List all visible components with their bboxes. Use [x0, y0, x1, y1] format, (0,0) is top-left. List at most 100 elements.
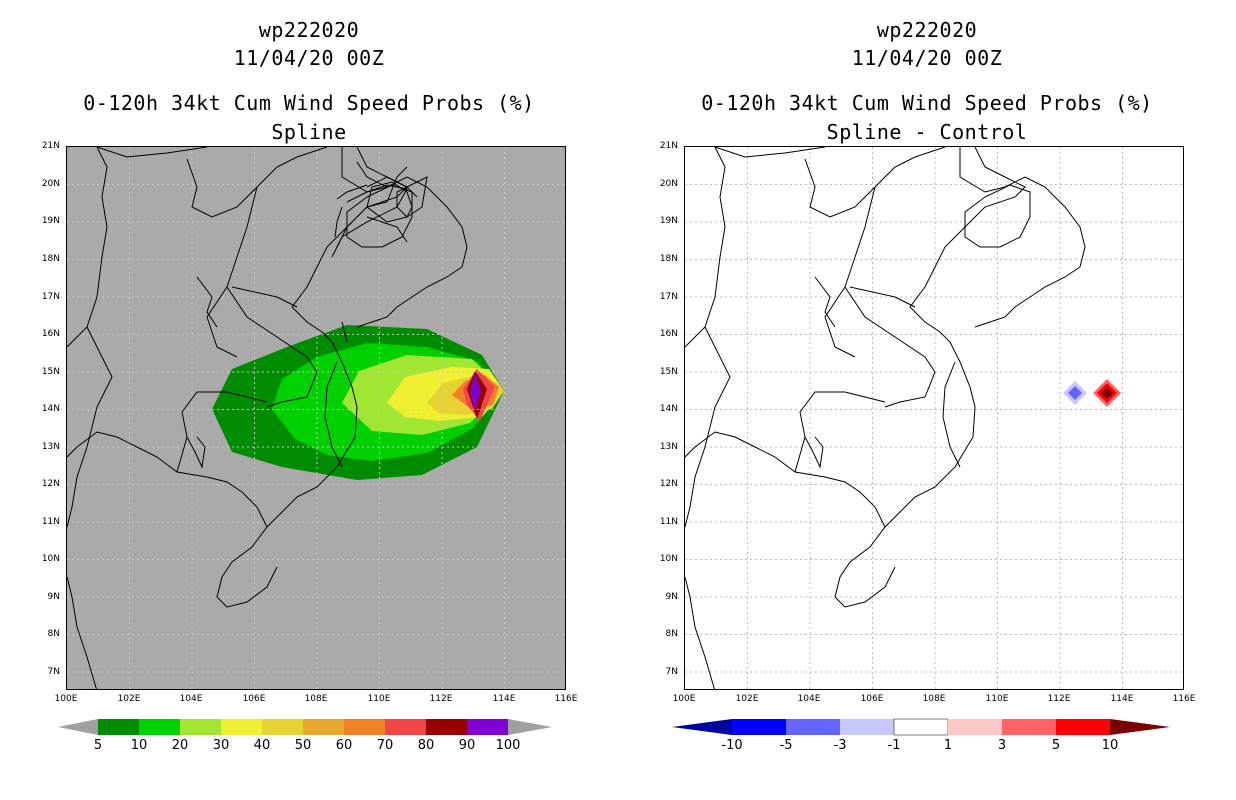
lat-label: 14N: [41, 404, 60, 414]
lat-label: 13N: [659, 442, 678, 452]
contour-90: [470, 373, 481, 411]
colorbar-swatch: [180, 719, 221, 735]
lat-label: 17N: [659, 292, 678, 302]
lon-label: 104E: [179, 694, 203, 704]
storm-id-title: wp222020: [258, 18, 360, 42]
colorbar-swatch: [1002, 719, 1056, 735]
lat-label: 9N: [665, 592, 678, 602]
lat-label: 11N: [659, 517, 678, 527]
colorbar-swatch: [385, 719, 426, 735]
lon-label: 110E: [985, 694, 1009, 704]
colorbar-label: -3: [833, 738, 847, 753]
lat-label: 9N: [47, 592, 60, 602]
lon-label: 116E: [554, 694, 578, 704]
positive-diff-inner: [1101, 387, 1113, 399]
colorbar-label: 20: [171, 738, 189, 753]
product-title: 0-120h 34kt Cum Wind Speed Probs (%): [701, 91, 1153, 115]
probability-map: [66, 146, 566, 690]
lat-label: 19N: [659, 216, 678, 226]
lat-label: 10N: [659, 554, 678, 564]
lat-label: 20N: [659, 179, 678, 189]
lat-label: 15N: [659, 367, 678, 377]
colorbar-label: 70: [376, 738, 394, 753]
colorbar-swatch: [1056, 719, 1110, 735]
colorbar-label: 3: [997, 738, 1007, 753]
colorbar-swatch: [948, 719, 1002, 735]
lon-label: 108E: [922, 694, 946, 704]
colorbar-low-end: [672, 719, 732, 735]
lon-label: 116E: [1172, 694, 1196, 704]
colorbar-label: -10: [721, 738, 743, 753]
lat-label: 8N: [47, 629, 60, 639]
lon-label: 114E: [1110, 694, 1134, 704]
lat-label: 19N: [41, 216, 60, 226]
lon-label: 106E: [860, 694, 884, 704]
lat-label: 20N: [41, 179, 60, 189]
datetime-title: 11/04/20 00Z: [851, 46, 1003, 70]
lat-label: 17N: [41, 292, 60, 302]
lat-label: 12N: [659, 479, 678, 489]
lat-label: 14N: [659, 404, 678, 414]
probability-colorbar: [58, 719, 552, 735]
difference-colorbar: [672, 718, 1170, 736]
lat-label: 11N: [41, 517, 60, 527]
datetime-title: 11/04/20 00Z: [233, 46, 385, 70]
colorbar-swatch: [426, 719, 467, 735]
lat-label: 16N: [659, 329, 678, 339]
lon-label: 106E: [242, 694, 266, 704]
colorbar-high-end: [1110, 719, 1170, 735]
lat-label: 15N: [41, 367, 60, 377]
lat-label: 13N: [41, 442, 60, 452]
colorbar-swatch: [262, 719, 303, 735]
colorbar-label: 60: [335, 738, 353, 753]
colorbar-swatch: [786, 719, 840, 735]
colorbar-label: 80: [417, 738, 435, 753]
lat-label: 16N: [41, 329, 60, 339]
lon-label: 108E: [304, 694, 328, 704]
colorbar-swatch: [893, 718, 949, 736]
colorbar-high-end: [508, 719, 552, 735]
lon-label: 112E: [429, 694, 453, 704]
colorbar-label: 90: [458, 738, 476, 753]
graticule: [67, 147, 565, 689]
method-title: Spline - Control: [826, 120, 1028, 144]
colorbar-label: 1: [943, 738, 953, 753]
colorbar-label: 5: [93, 738, 103, 753]
colorbar-label: 30: [212, 738, 230, 753]
colorbar-low-end: [58, 719, 98, 735]
difference-map-svg: [685, 147, 1183, 689]
lat-label: 18N: [41, 254, 60, 264]
graticule: [685, 147, 1183, 689]
lon-label: 100E: [672, 694, 696, 704]
colorbar-label: -5: [779, 738, 793, 753]
lon-label: 104E: [797, 694, 821, 704]
lat-label: 7N: [665, 667, 678, 677]
lon-label: 114E: [492, 694, 516, 704]
lat-label: 21N: [41, 141, 60, 151]
colorbar-label: 100: [495, 738, 521, 753]
lat-label: 8N: [665, 629, 678, 639]
lat-label: 18N: [659, 254, 678, 264]
hainan-island: [964, 184, 1031, 248]
lat-label: 12N: [41, 479, 60, 489]
lat-label: 10N: [41, 554, 60, 564]
lat-label: 7N: [47, 667, 60, 677]
coastline: [67, 147, 468, 689]
colorbar-swatch: [344, 719, 385, 735]
difference-map: [684, 146, 1184, 690]
lon-label: 102E: [117, 694, 141, 704]
colorbar-swatch: [732, 719, 786, 735]
colorbar-swatch: [98, 719, 139, 735]
lon-label: 110E: [367, 694, 391, 704]
colorbar-swatch: [467, 719, 508, 735]
colorbar-swatch: [303, 719, 344, 735]
lon-label: 112E: [1047, 694, 1071, 704]
storm-id-title: wp222020: [876, 18, 978, 42]
colorbar-label: 50: [294, 738, 312, 753]
coastline: [685, 147, 1086, 689]
negative-diff-inner: [1068, 386, 1082, 400]
colorbar-swatch: [221, 719, 262, 735]
probability-map-svg: [67, 147, 565, 689]
colorbar-label: 5: [1051, 738, 1061, 753]
colorbar-label: 10: [1101, 738, 1119, 753]
